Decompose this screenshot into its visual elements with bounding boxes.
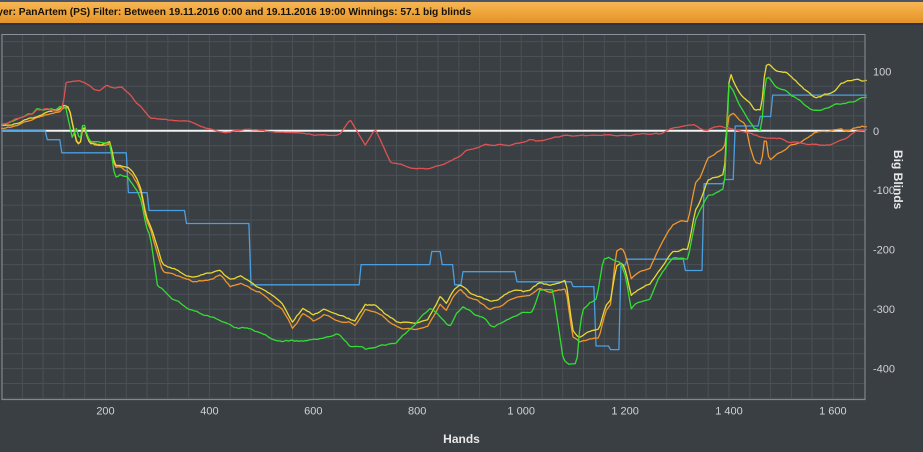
svg-text:-200: -200 [873, 245, 895, 257]
svg-text:1 200: 1 200 [611, 406, 639, 418]
svg-text:1 400: 1 400 [715, 406, 743, 418]
svg-text:200: 200 [96, 406, 114, 418]
svg-text:-400: -400 [873, 364, 895, 376]
svg-text:800: 800 [408, 406, 426, 418]
svg-text:1 000: 1 000 [507, 406, 535, 418]
svg-text:400: 400 [200, 406, 218, 418]
svg-text:600: 600 [304, 406, 322, 418]
svg-text:100: 100 [873, 66, 891, 78]
svg-text:1 600: 1 600 [819, 406, 847, 418]
svg-text:-300: -300 [873, 304, 895, 316]
svg-text:0: 0 [873, 126, 879, 138]
